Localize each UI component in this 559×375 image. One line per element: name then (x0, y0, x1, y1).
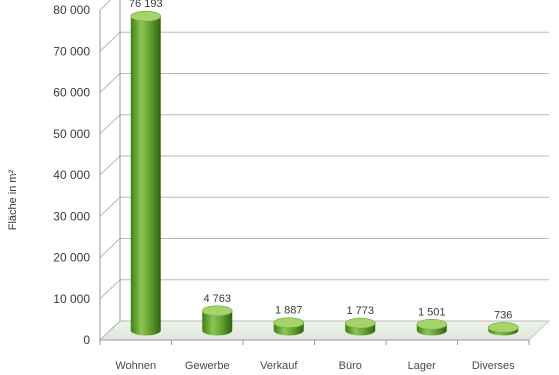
bar (273, 317, 305, 336)
x-tick-label: Gewerbe (185, 360, 230, 372)
gridline (99, 0, 112, 11)
data-label: 76 193 (129, 0, 163, 10)
bar (130, 10, 162, 336)
y-axis (99, 0, 530, 345)
y-tick-label: 0 (83, 333, 90, 347)
data-label: 736 (494, 309, 512, 321)
gridline (99, 73, 549, 93)
bar (344, 317, 376, 336)
x-tick-label: Lager (408, 360, 436, 372)
gridline (99, 155, 549, 176)
y-tick-label: 30 000 (53, 209, 90, 223)
y-tick-label: 40 000 (53, 168, 90, 182)
y-tick-label: 80 000 (53, 3, 90, 17)
x-tick-label: Verkauf (260, 360, 298, 372)
gridline (99, 196, 549, 217)
data-label: 4 763 (203, 293, 231, 305)
bar (487, 322, 519, 336)
y-tick-label: 10 000 (53, 292, 90, 306)
y-tick-label: 70 000 (53, 44, 90, 58)
bar (201, 305, 233, 336)
gridline (99, 320, 549, 341)
x-tick-label: Diverses (472, 360, 515, 372)
data-label: 1 887 (275, 305, 303, 317)
y-tick-label: 50 000 (53, 127, 90, 141)
chart-back-wall (98, 0, 551, 341)
chart-floor (98, 320, 551, 341)
labels: 0 10 000 20 000 30 000 40 000 50 000 60 000 70 … (53, 0, 515, 372)
gridline (99, 114, 549, 135)
data-label: 1 501 (418, 306, 446, 318)
x-tick-label: Wohnen (115, 360, 156, 372)
data-label: 1 773 (346, 305, 374, 317)
y-axis-title: Fläche in m² (7, 169, 19, 230)
bars (130, 10, 519, 336)
y-tick-label: 20 000 (53, 251, 90, 265)
x-tick-label: Büro (339, 360, 362, 372)
gridline (99, 238, 549, 258)
bar (416, 319, 448, 336)
gridline (99, 31, 549, 52)
y-tick-label: 60 000 (53, 86, 90, 100)
gridline (99, 279, 549, 300)
